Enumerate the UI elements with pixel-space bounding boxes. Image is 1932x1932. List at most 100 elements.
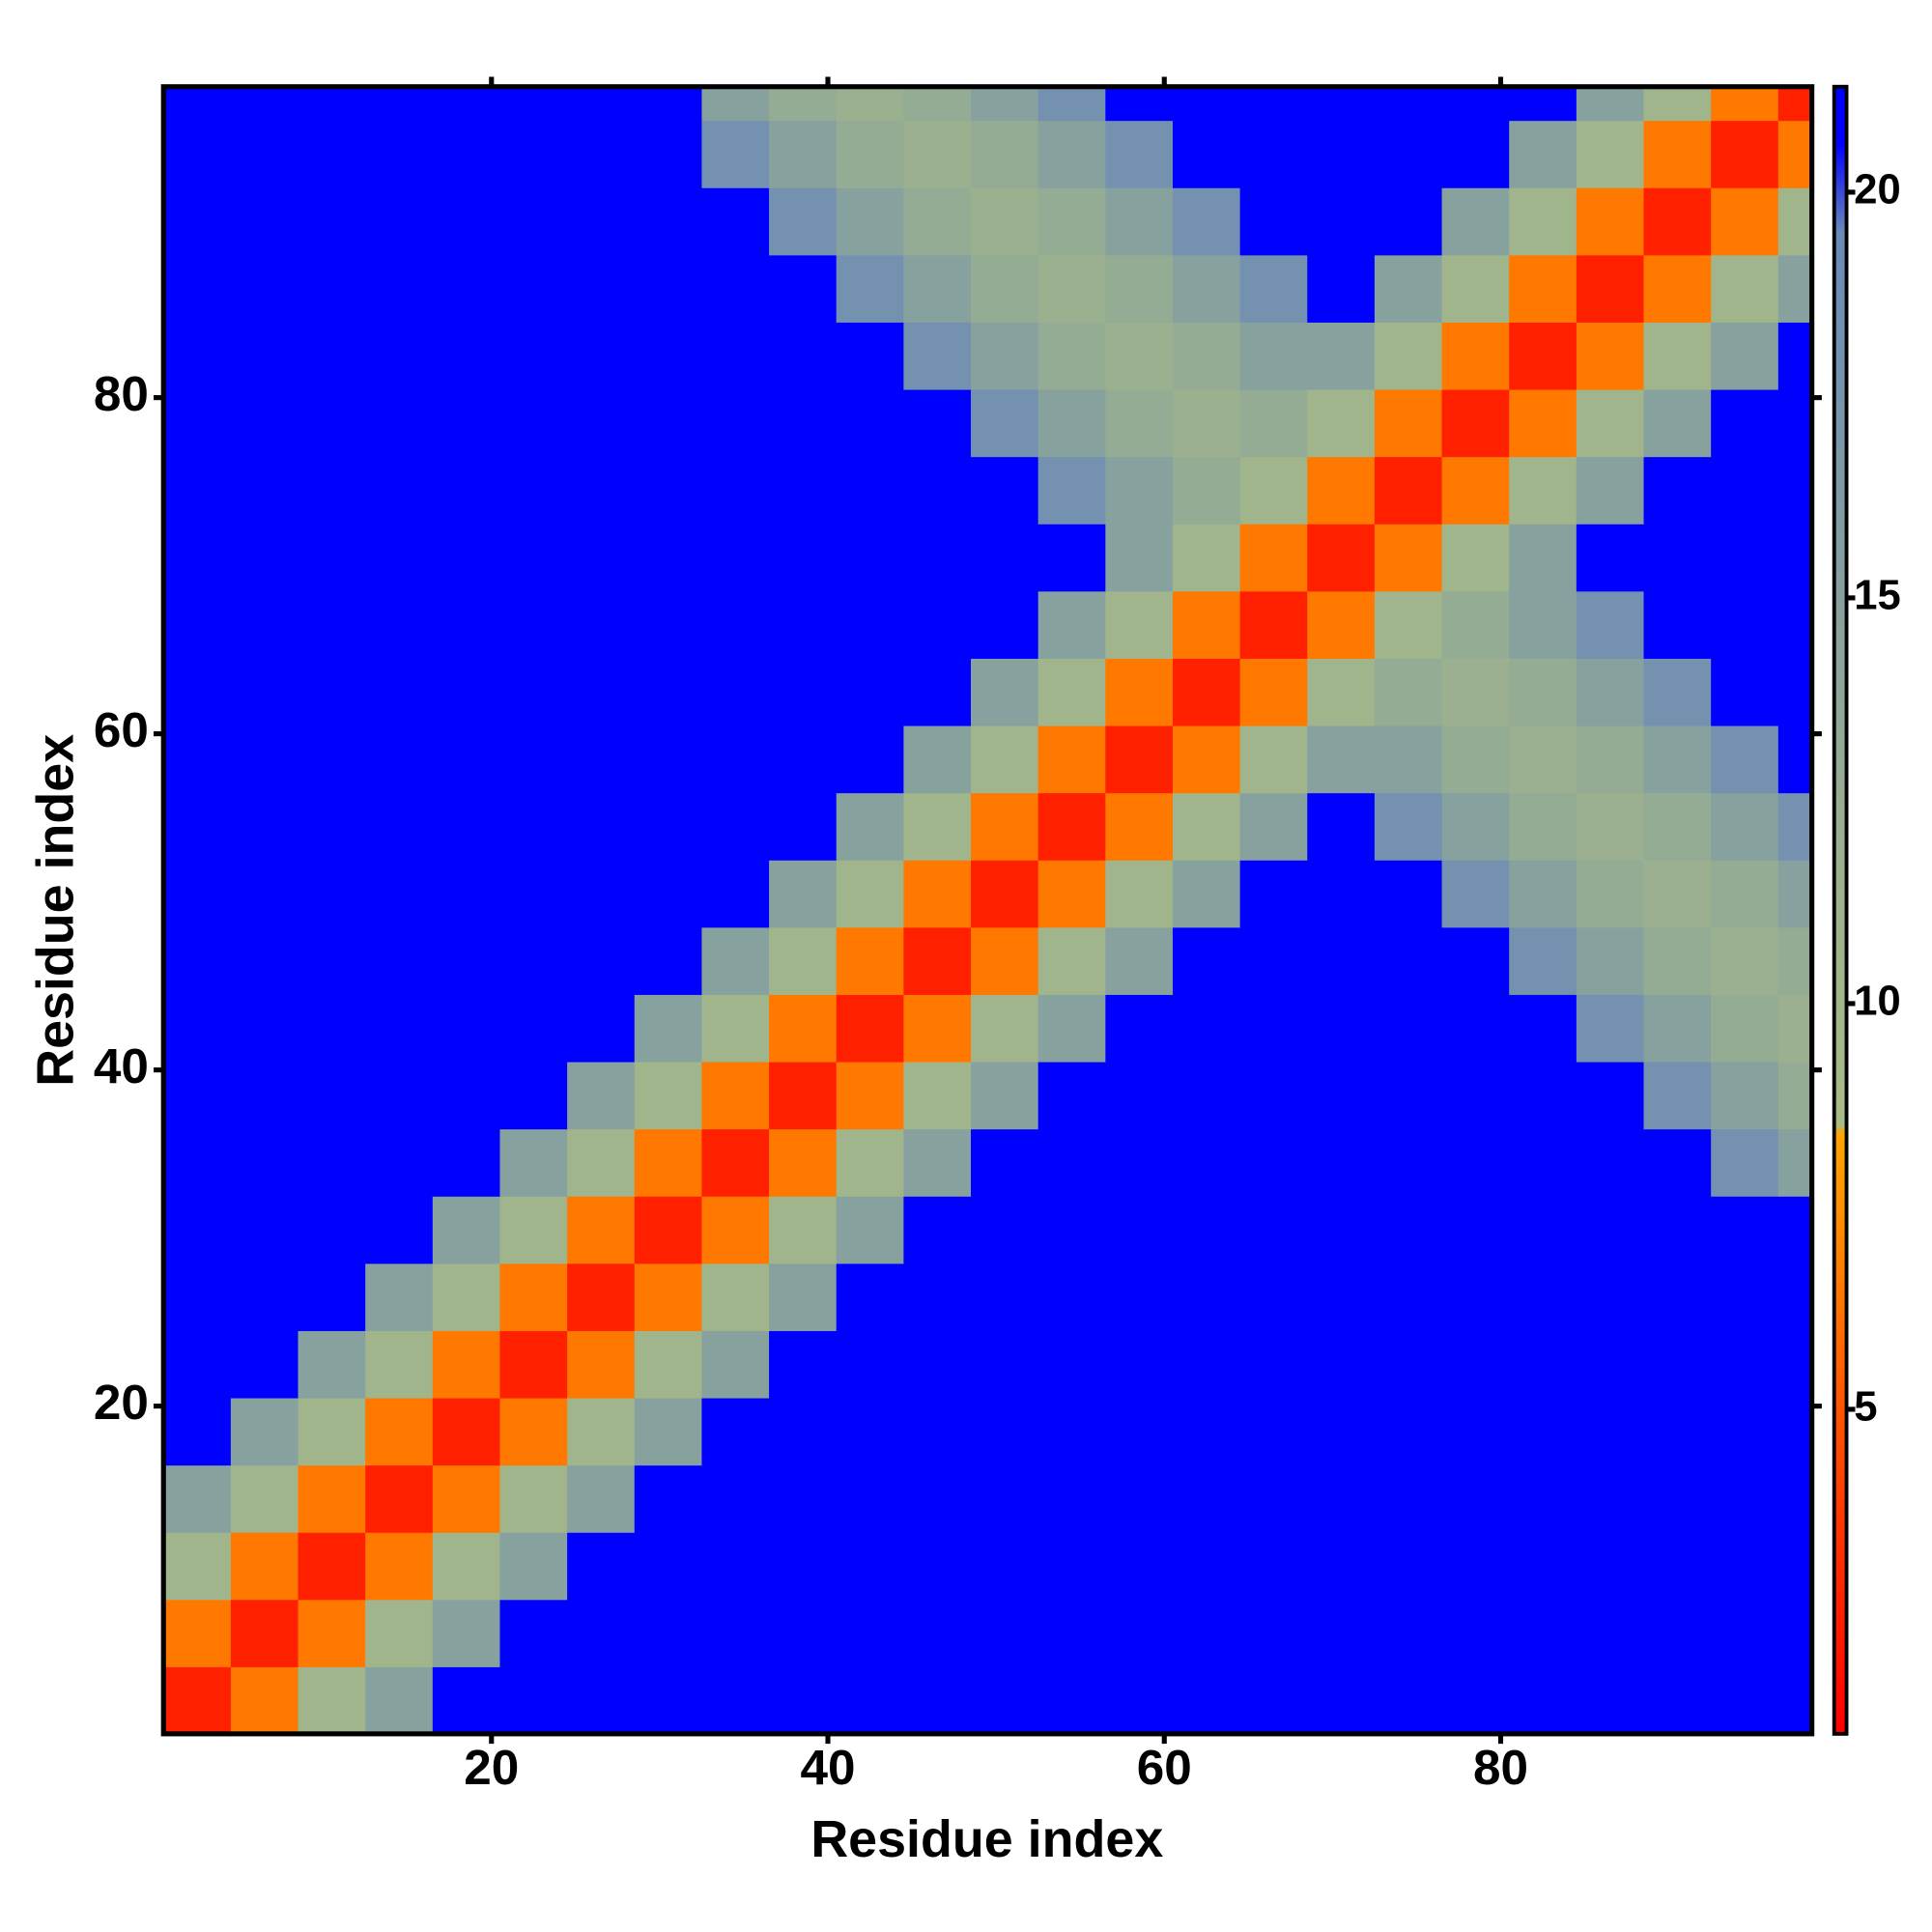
- cell: [836, 860, 905, 928]
- cell: [298, 590, 366, 659]
- cell: [1037, 724, 1106, 794]
- cell: [1509, 926, 1577, 995]
- cell: [365, 994, 434, 1063]
- cell: [1441, 658, 1510, 726]
- cell: [903, 322, 972, 390]
- cell: [1037, 1128, 1106, 1197]
- cell: [903, 994, 972, 1063]
- cell: [1441, 994, 1510, 1063]
- cell: [903, 926, 972, 995]
- cell: [1509, 1330, 1577, 1399]
- cell: [1576, 1464, 1645, 1533]
- cell: [903, 1397, 972, 1466]
- cell: [769, 1666, 838, 1735]
- cell: [1374, 658, 1443, 726]
- cell: [163, 926, 232, 995]
- cell: [769, 860, 838, 928]
- cell: [1239, 1061, 1308, 1130]
- cell: [1509, 1464, 1577, 1533]
- cell: [634, 926, 703, 995]
- heatmap: [163, 86, 1813, 1735]
- cell: [1509, 120, 1577, 188]
- cell: [971, 1532, 1039, 1601]
- cell: [1441, 388, 1510, 458]
- cell: [634, 1196, 703, 1264]
- cell: [701, 1666, 770, 1735]
- cell: [1374, 1599, 1443, 1667]
- cell: [1374, 724, 1443, 794]
- cell: [567, 1330, 636, 1399]
- cell: [1576, 590, 1645, 659]
- cell: [971, 1061, 1039, 1130]
- cell: [1643, 724, 1712, 794]
- cell: [365, 724, 434, 794]
- cell: [1105, 860, 1174, 928]
- cell: [1441, 86, 1510, 122]
- cell: [432, 926, 501, 995]
- cell: [836, 524, 905, 592]
- cell: [1105, 724, 1174, 794]
- cell: [903, 658, 972, 726]
- cell: [1711, 456, 1779, 525]
- cell: [1711, 926, 1779, 995]
- cell: [1374, 1666, 1443, 1735]
- cell: [163, 590, 232, 659]
- cell: [1374, 1196, 1443, 1264]
- cell: [499, 1599, 568, 1667]
- cell: [1777, 590, 1813, 659]
- cell: [1643, 1196, 1712, 1264]
- cell: [1374, 1263, 1443, 1331]
- cell: [1239, 86, 1308, 122]
- cell: [365, 388, 434, 458]
- cell: [1239, 456, 1308, 525]
- cell: [903, 1532, 972, 1601]
- cell: [836, 1263, 905, 1331]
- cell: [1307, 1128, 1376, 1197]
- cell: [230, 1532, 299, 1601]
- cell: [1239, 388, 1308, 458]
- cell: [634, 187, 703, 256]
- cell: [1105, 792, 1174, 861]
- cell: [1441, 1263, 1510, 1331]
- cell: [836, 120, 905, 188]
- cell: [230, 1397, 299, 1466]
- cell: [836, 187, 905, 256]
- cell: [1105, 1330, 1174, 1399]
- cell: [836, 254, 905, 323]
- cell: [1509, 1128, 1577, 1197]
- cell: [1307, 1397, 1376, 1466]
- cell: [903, 724, 972, 794]
- cell: [836, 1464, 905, 1533]
- cell: [769, 994, 838, 1063]
- cell: [1105, 187, 1174, 256]
- cell: [1239, 524, 1308, 592]
- cell: [230, 860, 299, 928]
- cell: [769, 1532, 838, 1601]
- cell: [903, 120, 972, 188]
- cell: [971, 658, 1039, 726]
- cell: [1509, 1263, 1577, 1331]
- y-tick-label: 20: [94, 1375, 149, 1430]
- y-tick-label: 80: [94, 366, 149, 421]
- cell: [634, 456, 703, 525]
- cell: [567, 1128, 636, 1197]
- cell: [971, 1397, 1039, 1466]
- cell: [701, 1464, 770, 1533]
- cell: [432, 187, 501, 256]
- cell: [634, 254, 703, 323]
- cell: [1307, 1599, 1376, 1667]
- cell: [1239, 1397, 1308, 1466]
- cell: [1307, 187, 1376, 256]
- cell: [903, 590, 972, 659]
- cell: [1307, 926, 1376, 995]
- cell: [163, 1464, 232, 1533]
- cell: [163, 456, 232, 525]
- cell: [1576, 1397, 1645, 1466]
- cell: [1239, 322, 1308, 390]
- cell: [1374, 187, 1443, 256]
- cell: [1105, 1532, 1174, 1601]
- cell: [1374, 456, 1443, 525]
- cell: [836, 388, 905, 458]
- cell: [567, 658, 636, 726]
- cell: [432, 524, 501, 592]
